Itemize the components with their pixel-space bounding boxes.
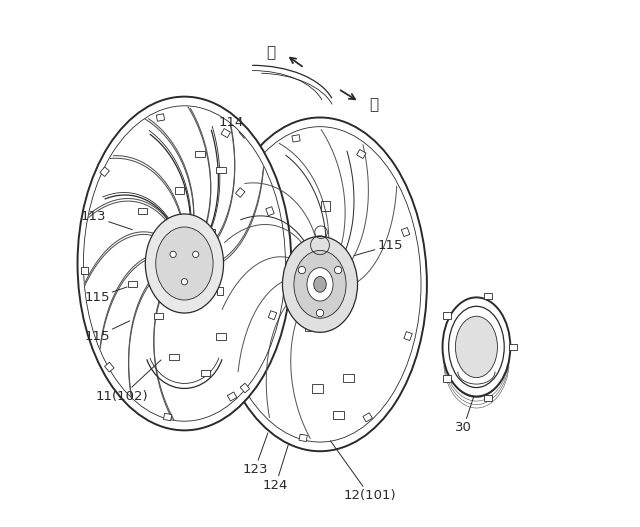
Text: 113: 113 <box>81 210 132 230</box>
Bar <box>401 228 410 237</box>
Bar <box>356 150 366 159</box>
Bar <box>509 344 517 350</box>
FancyBboxPatch shape <box>333 411 344 419</box>
Bar <box>443 375 451 382</box>
FancyBboxPatch shape <box>170 354 179 360</box>
FancyBboxPatch shape <box>138 208 147 214</box>
Text: 115: 115 <box>84 321 130 343</box>
Bar <box>404 331 412 340</box>
Bar <box>299 434 307 442</box>
FancyBboxPatch shape <box>195 151 205 157</box>
Bar <box>104 363 114 372</box>
Ellipse shape <box>145 214 223 313</box>
FancyBboxPatch shape <box>164 255 173 261</box>
Bar <box>240 383 250 393</box>
Bar <box>363 413 372 422</box>
FancyBboxPatch shape <box>216 334 226 339</box>
FancyBboxPatch shape <box>190 302 200 308</box>
Bar <box>484 395 492 401</box>
Bar <box>217 288 223 295</box>
Text: 30: 30 <box>455 396 474 434</box>
Bar <box>305 321 314 331</box>
Circle shape <box>181 279 188 285</box>
Ellipse shape <box>456 316 497 378</box>
FancyBboxPatch shape <box>206 229 215 236</box>
Ellipse shape <box>294 250 346 318</box>
Text: 124: 124 <box>263 443 289 492</box>
Ellipse shape <box>213 118 427 451</box>
Ellipse shape <box>314 277 326 292</box>
Ellipse shape <box>77 96 291 431</box>
Bar <box>321 201 330 211</box>
Ellipse shape <box>156 227 213 300</box>
Text: 12(101): 12(101) <box>330 441 396 502</box>
FancyBboxPatch shape <box>312 385 323 393</box>
Bar <box>266 207 274 216</box>
Text: 11(102): 11(102) <box>95 360 161 403</box>
FancyBboxPatch shape <box>154 313 163 319</box>
Bar <box>484 293 492 299</box>
FancyBboxPatch shape <box>200 370 210 376</box>
Bar <box>443 313 451 319</box>
Text: 前: 前 <box>369 97 379 112</box>
FancyBboxPatch shape <box>127 281 137 288</box>
FancyBboxPatch shape <box>175 188 184 193</box>
Circle shape <box>316 309 324 317</box>
Circle shape <box>298 266 305 274</box>
Bar <box>221 129 230 138</box>
Ellipse shape <box>307 268 333 301</box>
Text: 後: 後 <box>266 45 276 60</box>
Bar <box>268 311 276 320</box>
Bar <box>292 135 300 142</box>
Ellipse shape <box>282 237 358 333</box>
FancyBboxPatch shape <box>343 374 355 383</box>
Text: 115: 115 <box>354 239 403 256</box>
Circle shape <box>335 266 342 274</box>
Ellipse shape <box>449 306 504 387</box>
Text: 114: 114 <box>219 116 244 139</box>
Text: 123: 123 <box>242 433 268 476</box>
Bar <box>236 188 245 197</box>
Bar <box>156 114 164 121</box>
Circle shape <box>193 251 199 258</box>
Circle shape <box>170 251 176 258</box>
Bar <box>336 259 346 268</box>
FancyBboxPatch shape <box>216 167 226 173</box>
Ellipse shape <box>442 297 510 396</box>
Bar <box>100 167 109 177</box>
Bar <box>163 413 172 421</box>
Bar <box>227 392 237 401</box>
Text: 115: 115 <box>84 287 127 304</box>
Bar <box>81 267 88 274</box>
